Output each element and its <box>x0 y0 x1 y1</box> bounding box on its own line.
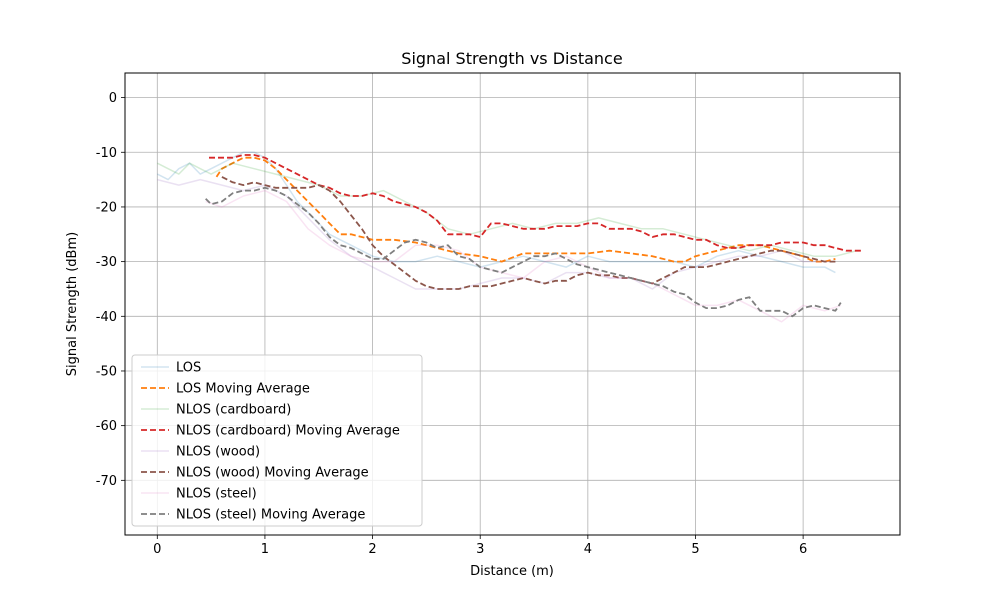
y-tick-label: -50 <box>96 364 117 379</box>
legend-label: NLOS (cardboard) <box>176 403 291 418</box>
x-tick-label: 0 <box>153 542 161 557</box>
legend: LOS LOS Moving Average NLOS (cardboard) NLO… <box>131 354 423 527</box>
x-tick-label: 1 <box>261 542 269 557</box>
y-tick-label: -30 <box>96 255 117 270</box>
series-line-2 <box>156 162 858 257</box>
x-axis-label: Distance (m) <box>470 564 554 579</box>
grid <box>125 73 900 535</box>
chart-title: Signal Strength vs Distance <box>401 49 622 68</box>
y-tick-label: 0 <box>109 91 117 106</box>
legend-label: NLOS (wood) Moving Average <box>176 466 369 481</box>
y-tick-label: -60 <box>96 419 117 434</box>
series-lines <box>156 151 863 323</box>
x-tick-label: 6 <box>799 542 807 557</box>
plot-frame <box>124 72 901 536</box>
legend-label: LOS <box>176 361 201 376</box>
x-tick-label: 2 <box>368 542 376 557</box>
legend-label: NLOS (steel) Moving Average <box>176 508 365 523</box>
series-line-5 <box>221 176 836 290</box>
x-tick-label: 3 <box>476 542 484 557</box>
legend-label: NLOS (cardboard) Moving Average <box>176 424 400 439</box>
y-axis-label: Signal Strength (dBm) <box>65 232 80 376</box>
x-tick-label: 4 <box>584 542 592 557</box>
series-line-7 <box>205 186 842 318</box>
x-tick-label: 5 <box>691 542 699 557</box>
legend-label: LOS Moving Average <box>176 382 310 397</box>
y-tick-label: -20 <box>96 200 117 215</box>
legend-label: NLOS (steel) <box>176 487 257 502</box>
y-tick-label: -40 <box>96 310 117 325</box>
axis-ticks: 0 1 2 3 4 5 6 0 -10 -20 -30 -40 -50 -60 -70 <box>96 91 808 557</box>
series-line-1 <box>215 156 836 263</box>
y-tick-label: -70 <box>96 474 117 489</box>
y-tick-label: -10 <box>96 146 117 161</box>
legend-box <box>131 354 423 527</box>
series-line-4 <box>157 178 836 290</box>
legend-label: NLOS (wood) <box>176 445 260 460</box>
